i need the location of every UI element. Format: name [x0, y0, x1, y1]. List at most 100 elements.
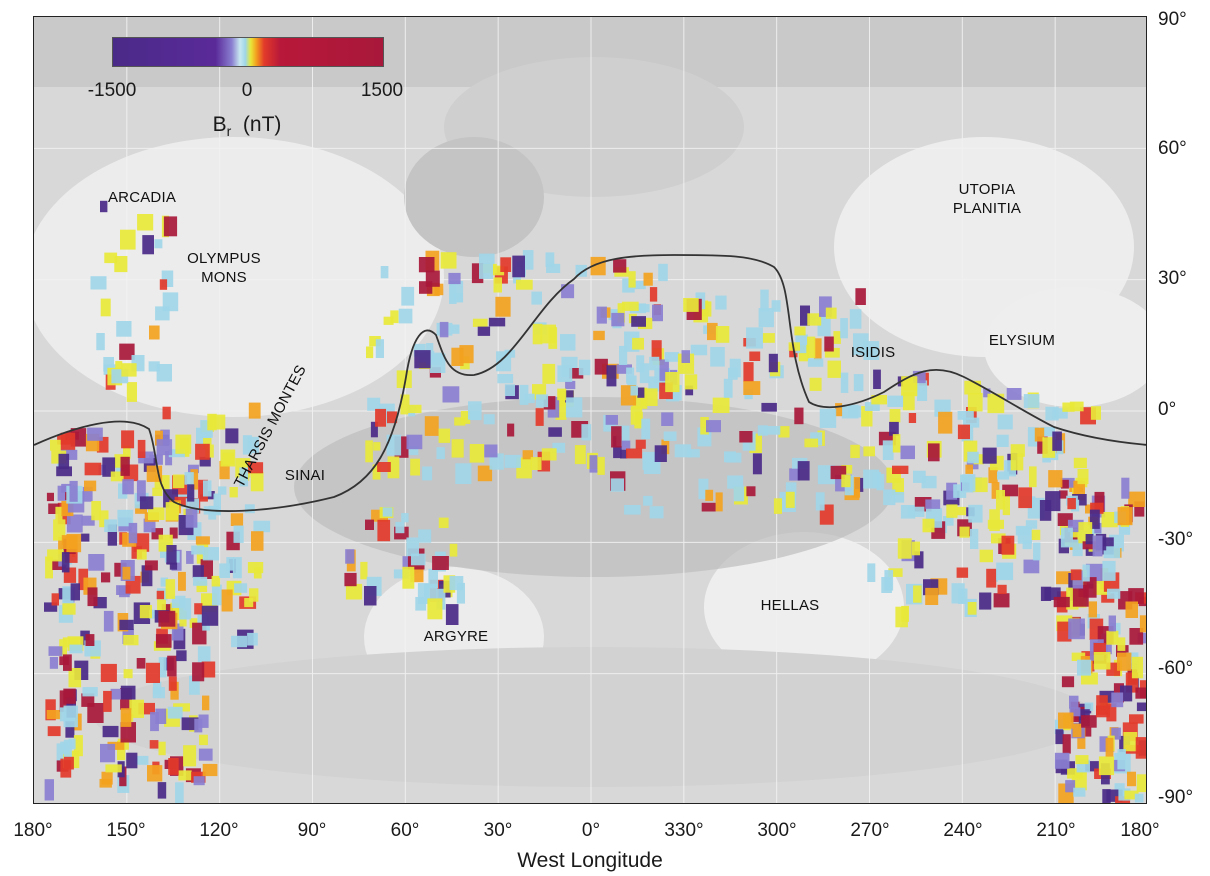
anomaly-patch [162, 406, 171, 420]
x-tick: 270° [850, 820, 890, 841]
anomaly-patch [62, 586, 74, 606]
anomaly-patch [1107, 588, 1121, 599]
anomaly-patch [628, 271, 636, 288]
anomaly-patch [472, 318, 488, 327]
anomaly-patch [247, 462, 264, 474]
anomaly-patch [126, 382, 137, 402]
anomaly-patch [168, 676, 177, 691]
anomaly-patch [122, 566, 131, 580]
anomaly-patch [120, 722, 136, 743]
anomaly-patch [58, 453, 70, 470]
anomaly-patch [651, 340, 662, 361]
anomaly-patch [1111, 692, 1124, 708]
anomaly-patch [1058, 712, 1074, 729]
anomaly-patch [152, 487, 163, 496]
colorbar-symbol: B [212, 113, 227, 136]
anomaly-patch [46, 710, 62, 720]
anomaly-patch [683, 298, 699, 312]
anomaly-patch [66, 514, 83, 533]
anomaly-patch [393, 569, 409, 579]
anomaly-patch [1121, 477, 1130, 499]
anomaly-patch [1054, 752, 1070, 769]
anomaly-patch [103, 610, 114, 632]
anomaly-patch [46, 492, 54, 502]
map-canvas [34, 17, 1146, 803]
anomaly-patch [610, 478, 624, 492]
anomaly-patch [809, 377, 822, 391]
anomaly-patch [194, 603, 203, 615]
anomaly-patch [56, 466, 72, 477]
anomaly-patch [715, 492, 723, 512]
anomaly-patch [1073, 480, 1085, 501]
anomaly-patch [867, 563, 876, 582]
anomaly-patch [377, 519, 391, 542]
anomaly-patch [1039, 500, 1052, 521]
anomaly-patch [565, 380, 576, 390]
anomaly-patch [1070, 528, 1082, 538]
anomaly-patch [1081, 715, 1097, 728]
anomaly-patch [231, 635, 247, 648]
anomaly-patch [1052, 431, 1062, 451]
anomaly-patch [189, 675, 200, 695]
anomaly-patch [87, 587, 98, 607]
anomaly-patch [746, 486, 756, 497]
anomaly-patch [411, 553, 426, 566]
anomaly-patch [825, 307, 837, 319]
anomaly-patch [1062, 734, 1071, 754]
anomaly-patch [120, 685, 136, 700]
anomaly-patch [187, 484, 195, 502]
anomaly-patch [137, 439, 146, 458]
anomaly-patch [535, 408, 544, 426]
anomaly-patch [477, 326, 491, 336]
anomaly-patch [158, 741, 166, 756]
anomaly-patch [557, 388, 567, 401]
anomaly-patch [459, 345, 474, 364]
anomaly-patch [101, 771, 113, 785]
anomaly-patch [996, 490, 1005, 510]
anomaly-patch [504, 454, 521, 468]
anomaly-patch [103, 690, 112, 712]
anomaly-patch [251, 531, 264, 551]
anomaly-patch [149, 325, 160, 340]
anomaly-patch [105, 764, 122, 773]
anomaly-patch [373, 442, 381, 451]
anomaly-patch [493, 277, 502, 293]
anomaly-patch [1103, 546, 1121, 559]
anomaly-patch [760, 289, 769, 312]
anomaly-patch [1056, 571, 1070, 585]
anomaly-patch [212, 584, 222, 606]
anomaly-patch [813, 338, 822, 361]
anomaly-patch [593, 330, 605, 341]
anomaly-patch [213, 493, 221, 516]
anomaly-patch [62, 603, 76, 615]
anomaly-patch [710, 347, 725, 367]
anomaly-patch [640, 388, 658, 406]
anomaly-patch [532, 323, 543, 345]
anomaly-patch [162, 292, 179, 312]
anomaly-patch [426, 343, 434, 352]
mars-map [33, 16, 1147, 804]
anomaly-patch [172, 474, 185, 489]
anomaly-patch [887, 395, 904, 407]
anomaly-patch [417, 583, 430, 604]
anomaly-patch [522, 250, 534, 270]
anomaly-patch [548, 427, 562, 437]
anomaly-patch [165, 451, 173, 466]
anomaly-patch [155, 430, 163, 446]
anomaly-patch [165, 579, 176, 599]
anomaly-patch [156, 590, 165, 600]
anomaly-patch [484, 444, 498, 458]
anomaly-patch [233, 525, 244, 543]
anomaly-patch [248, 402, 261, 419]
anomaly-patch [107, 524, 117, 546]
anomaly-patch [589, 455, 598, 473]
anomaly-patch [630, 385, 638, 396]
anomaly-patch [387, 456, 400, 479]
anomaly-patch [147, 765, 163, 782]
anomaly-patch [129, 699, 144, 718]
anomaly-patch [250, 471, 264, 492]
anomaly-patch [1085, 504, 1093, 514]
anomaly-patch [637, 387, 645, 398]
anomaly-patch [119, 619, 134, 630]
anomaly-patch [743, 362, 754, 382]
